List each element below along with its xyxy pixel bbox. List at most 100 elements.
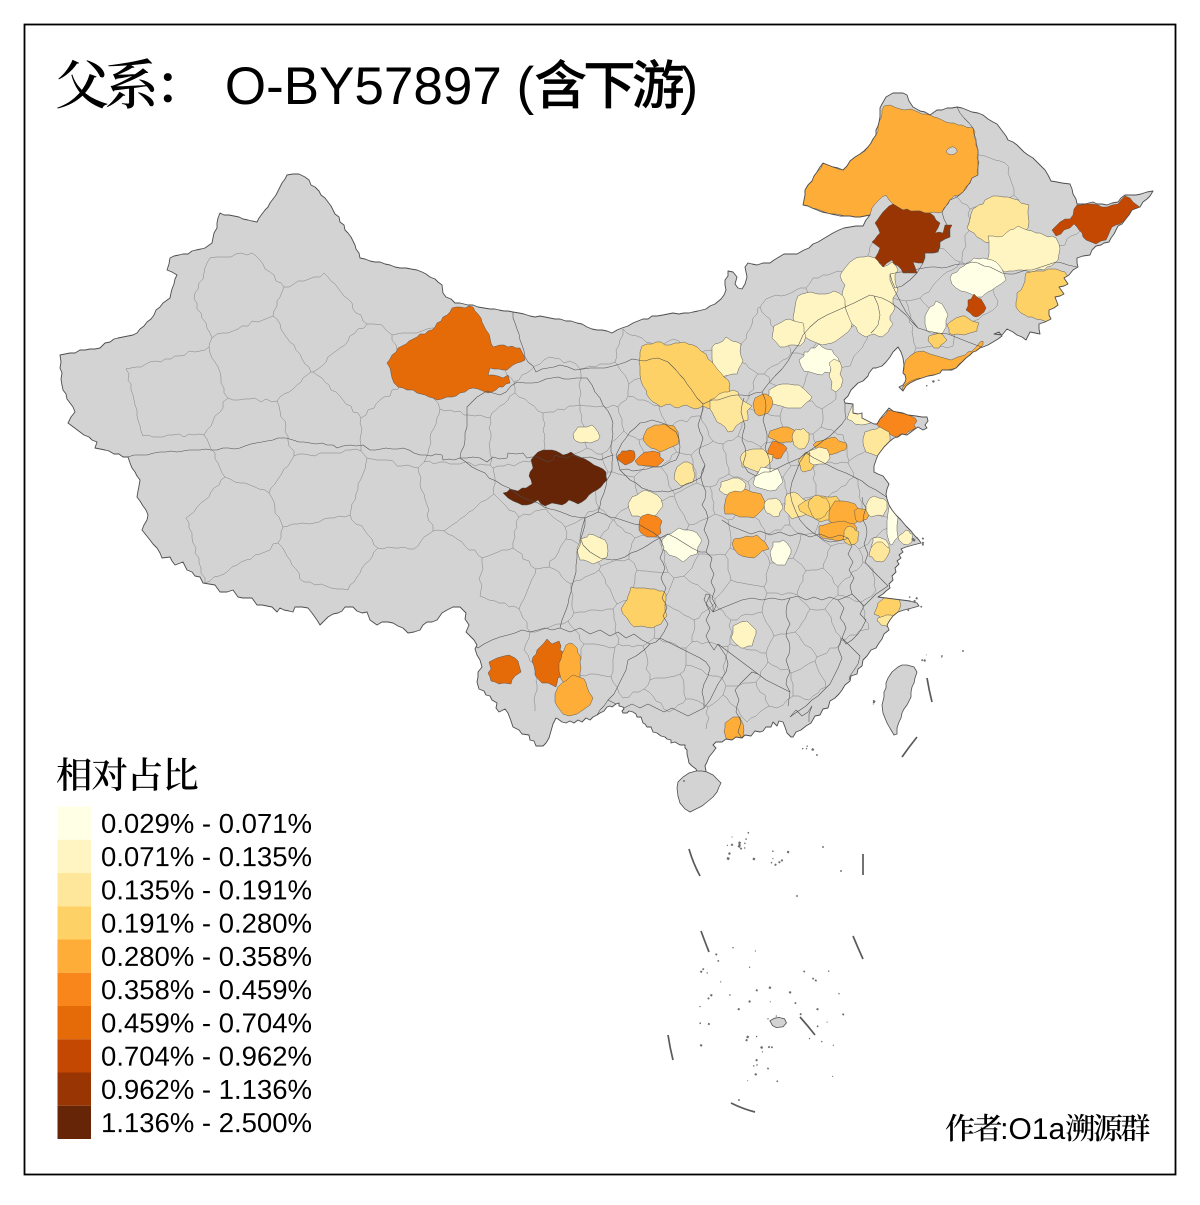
prefecture-line [737, 435, 762, 448]
islet-speck [821, 845, 825, 849]
region-zunyi [620, 586, 668, 629]
prefecture-line [714, 579, 732, 600]
islet-speck [755, 1035, 758, 1038]
islet-speck [728, 852, 731, 855]
prefecture-line [277, 526, 284, 544]
prefecture-line [705, 706, 710, 730]
region-gannan [576, 533, 609, 565]
province-line [627, 643, 651, 661]
prefecture-line [767, 661, 792, 674]
prefecture-line [905, 297, 921, 302]
national-boundary-outline [59, 92, 1154, 778]
prefecture-line [612, 603, 618, 610]
prefecture-line [439, 408, 491, 419]
prefecture-line [794, 631, 818, 658]
prefecture-line [493, 493, 520, 518]
prefecture-line [610, 646, 616, 678]
prefecture-line [598, 569, 618, 605]
prefecture-line [763, 352, 792, 375]
province-line [769, 403, 847, 473]
islet-speck [743, 842, 746, 845]
prefecture-line [658, 405, 668, 427]
legend-label-9 [102, 1079, 312, 1100]
prefecture-line [570, 584, 575, 614]
prefecture-line [776, 695, 794, 709]
islet-speck [699, 1022, 702, 1025]
province-line [460, 452, 614, 463]
prefecture-line [747, 474, 758, 483]
prefecture-line [575, 363, 581, 370]
prefecture-line [724, 554, 732, 581]
prefecture-line [349, 514, 379, 549]
prefecture-line [839, 640, 842, 646]
prefecture-line [567, 612, 575, 622]
prefecture-line [548, 566, 572, 585]
islet-speck [707, 1022, 711, 1026]
prefecture-line [548, 538, 567, 568]
island-hainan [676, 770, 722, 813]
islet-speck [925, 384, 928, 387]
prefecture-line [796, 570, 807, 596]
island-spratly-island [769, 1016, 787, 1029]
province-line [734, 689, 744, 741]
province-line [659, 533, 706, 553]
region-liaoyang [927, 332, 948, 349]
prefecture-line [488, 417, 493, 466]
prefecture-line [696, 482, 711, 488]
islet-speck [752, 857, 756, 861]
prefecture-line [821, 398, 837, 410]
prefecture-line [478, 558, 484, 597]
prefecture-line [686, 524, 690, 530]
legend-swatch-5 [57, 939, 91, 973]
islet-speck [748, 1000, 751, 1003]
prefecture-line [481, 547, 514, 559]
prefecture-line [633, 476, 639, 497]
prefecture-line [530, 620, 569, 633]
islet-speck [699, 1005, 701, 1008]
prefecture-line [683, 575, 716, 600]
islet-speck [719, 981, 722, 983]
legend-label-4 [102, 913, 312, 933]
small-islands-specks [682, 379, 965, 1102]
prefecture-line [709, 486, 716, 515]
prefecture-line [203, 397, 229, 436]
region-liaoyuan [965, 293, 987, 318]
prefecture-line [780, 438, 792, 467]
province-line [789, 705, 813, 722]
prefecture-line [690, 454, 698, 484]
region-suizhou [769, 539, 792, 566]
province-line [705, 594, 719, 651]
province-line [459, 390, 501, 459]
prefecture-line [759, 298, 767, 308]
plot-frame-border [23, 23, 1177, 1176]
islet-speck [832, 1044, 835, 1046]
prefecture-line [721, 677, 727, 687]
prefecture-line [691, 619, 696, 642]
province-line [703, 593, 714, 613]
region-changji [386, 305, 526, 401]
province-line [785, 597, 791, 693]
prefecture-line [614, 643, 619, 648]
prefecture-line [377, 546, 414, 550]
prefecture-line [755, 661, 769, 683]
prefecture-line [617, 395, 629, 408]
legend-title [56, 757, 198, 792]
region-yinchuan [642, 423, 680, 453]
prefecture-line [685, 664, 723, 679]
prefecture-line [673, 493, 676, 497]
prefecture-line [663, 602, 695, 621]
dash-segment [700, 930, 710, 953]
prefecture-line [792, 534, 802, 559]
province-line [889, 106, 979, 289]
prefecture-line [276, 371, 312, 402]
prefecture-line [847, 460, 850, 464]
islet-speck [769, 1001, 771, 1003]
islet-speck [776, 1080, 779, 1083]
prefecture-line [820, 426, 844, 436]
prefecture-line [579, 404, 619, 409]
prefecture-line [768, 705, 778, 709]
islet-speck [795, 894, 799, 898]
prefecture-line [277, 542, 305, 583]
region-baoshan [487, 654, 522, 685]
